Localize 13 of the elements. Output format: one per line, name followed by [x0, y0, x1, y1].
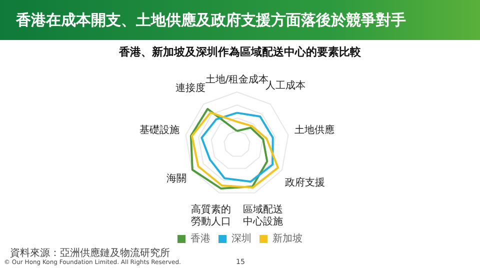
chart-title: 香港在成本開支、土地供應及政府支援方面落後於競爭對手	[0, 0, 480, 40]
spoke-label: 連接度	[176, 82, 206, 94]
chart-subtitle: 香港、新加坡及深圳作為區域配送中心的要素比較	[118, 46, 362, 58]
legend-label: 新加坡	[272, 232, 302, 244]
spoke-label: 海關	[166, 172, 187, 184]
spoke-label: 基礎設施	[139, 124, 180, 136]
spoke-label: 政府支援	[284, 176, 325, 189]
spoke-label: 區域配送中心設施	[243, 203, 284, 228]
legend-label: 香港	[190, 232, 210, 244]
spoke-label: 土地供應	[294, 124, 335, 136]
legend-label: 深圳	[232, 232, 252, 244]
source-note: 資料來源：亞洲供應鏈及物流研究所	[10, 246, 170, 260]
spoke-label: 高質素的勞動人口	[190, 203, 231, 228]
